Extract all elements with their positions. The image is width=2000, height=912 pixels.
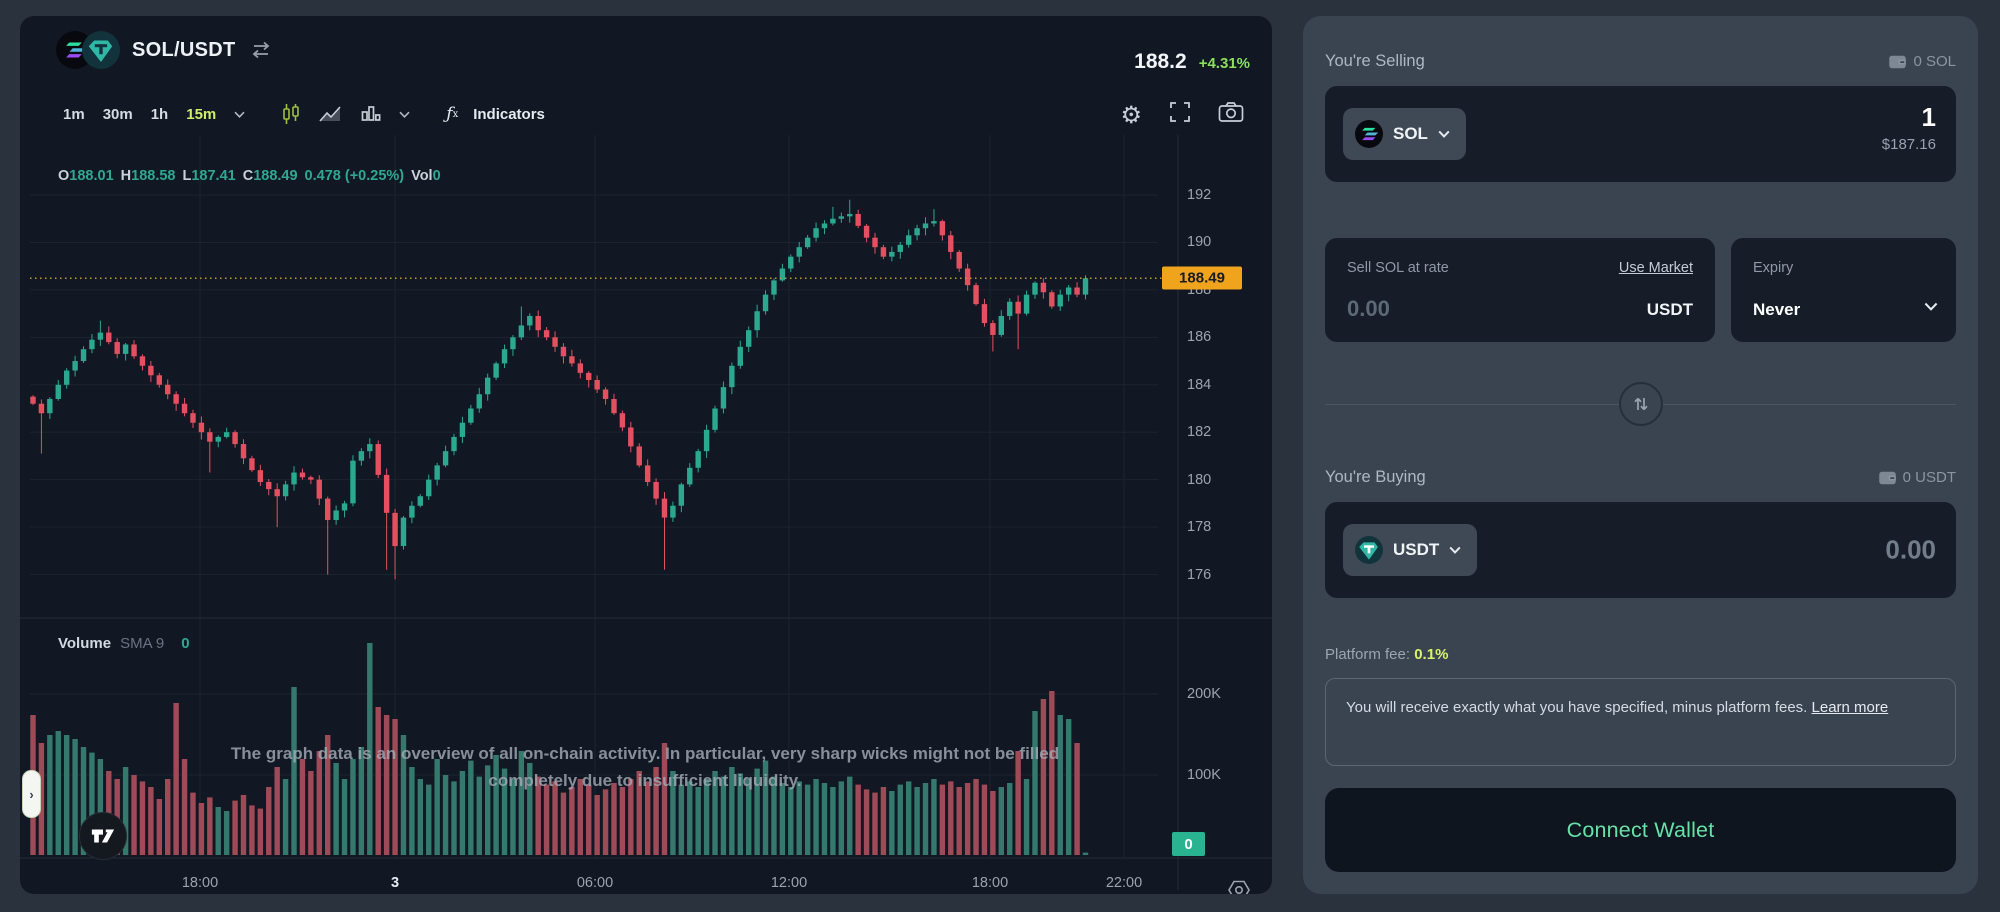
platform-fee: Platform fee: 0.1% [1325, 646, 1449, 663]
sell-amount-usd: $187.16 [1881, 136, 1936, 153]
sell-token-selector[interactable]: SOL [1343, 108, 1466, 160]
area-chart-type-icon[interactable] [312, 104, 350, 124]
price-block: 188.2 +4.31% [1134, 50, 1250, 74]
expand-toolbar-handle[interactable]: › [22, 770, 41, 818]
timeframe-chevron-down-icon[interactable] [227, 111, 252, 118]
volume-legend: Volume SMA 9 0 [58, 635, 190, 652]
expiry-label: Expiry [1753, 260, 1794, 276]
wallet-icon [1889, 55, 1907, 69]
usdt-logo-icon [82, 31, 120, 69]
price-tick-label: 182 [1187, 424, 1212, 441]
chevron-down-icon [1438, 130, 1450, 138]
selling-balance[interactable]: 0 SOL [1889, 53, 1956, 70]
time-tick-label: 18:00 [971, 875, 1009, 891]
chart-card: SOL/USDT 188.2 +4.31% 1m 30m 1h 15m [20, 16, 1272, 894]
price-change: +4.31% [1198, 55, 1250, 72]
rate-unit: USDT [1646, 300, 1693, 319]
candlestick-chart-type-icon[interactable] [274, 103, 308, 125]
price-tick-label: 190 [1187, 234, 1212, 251]
expiry-card[interactable]: Expiry Never [1731, 238, 1956, 342]
usdt-token-icon [1355, 536, 1383, 564]
indicators-button[interactable]: Indicators [473, 105, 545, 123]
sol-token-icon [1355, 120, 1383, 148]
time-tick-label: 18:00 [181, 875, 219, 891]
buy-amount-input[interactable]: 0.00 [1885, 534, 1936, 565]
last-volume-tag: 0 [1172, 832, 1205, 856]
last-price-tag: 188.49 [1162, 266, 1242, 290]
rate-input[interactable]: 0.00 [1347, 296, 1390, 321]
buying-card: USDT 0.00 [1325, 502, 1956, 598]
candlestick-chart[interactable] [20, 135, 1272, 890]
expiry-chevron-down-icon[interactable] [1924, 298, 1938, 316]
chart-header-actions: ⚙ [1120, 100, 1244, 129]
pair-title: SOL/USDT [132, 38, 236, 61]
timeframe-15m[interactable]: 15m [186, 105, 217, 123]
price-tick-label: 184 [1187, 376, 1212, 393]
timeframe-30m[interactable]: 30m [102, 105, 133, 123]
connect-wallet-button[interactable]: Connect Wallet [1325, 788, 1956, 872]
price-tick-label: 192 [1187, 187, 1212, 203]
buying-balance[interactable]: 0 USDT [1878, 469, 1956, 486]
time-tick-label: 12:00 [770, 875, 808, 891]
tradingview-logo[interactable] [79, 812, 127, 860]
expiry-value: Never [1753, 300, 1801, 319]
swap-vertical-icon [1633, 397, 1648, 411]
rate-card: Sell SOL at rate Use Market 0.00 USDT [1325, 238, 1715, 342]
timeframe-1h[interactable]: 1h [150, 105, 169, 123]
volume-tick-label: 200K [1187, 686, 1221, 702]
use-market-link[interactable]: Use Market [1618, 260, 1693, 276]
swap-pair-icon[interactable] [250, 41, 272, 59]
selling-card: SOL 1 $187.16 [1325, 86, 1956, 182]
volume-tick-label: 100K [1187, 767, 1221, 783]
learn-more-link[interactable]: Learn more [1811, 699, 1889, 716]
limit-order-panel: You're Selling 0 SOL SOL 1 $187.16 Sell … [1303, 16, 1978, 894]
chart-type-chevron-down-icon[interactable] [392, 111, 417, 118]
selling-header: You're Selling 0 SOL [1325, 52, 1956, 71]
time-tick-label: 22:00 [1105, 875, 1143, 891]
buying-label: You're Buying [1325, 468, 1426, 486]
time-tick-label: 06:00 [576, 875, 614, 891]
fullscreen-icon[interactable] [1168, 100, 1192, 129]
buy-token-selector[interactable]: USDT [1343, 524, 1478, 576]
buying-header: You're Buying 0 USDT [1325, 468, 1956, 487]
sell-token-name: SOL [1393, 124, 1428, 143]
price-tick-label: 178 [1187, 519, 1212, 536]
pair-header: SOL/USDT [56, 28, 272, 72]
price-tick-label: 186 [1187, 329, 1212, 346]
last-price: 188.2 [1134, 50, 1187, 73]
chevron-down-icon [1449, 546, 1461, 554]
pair-logos [56, 30, 120, 70]
swap-direction-button[interactable] [1618, 382, 1663, 426]
bar-chart-type-icon[interactable] [354, 105, 388, 123]
ohlc-readout: O188.01 H188.58 L187.41 C188.49 0.478 (+… [58, 168, 441, 184]
timeframe-1m[interactable]: 1m [63, 105, 85, 123]
time-axis-settings-icon[interactable] [1226, 879, 1252, 894]
buy-token-name: USDT [1393, 540, 1440, 559]
camera-snapshot-icon[interactable] [1218, 101, 1244, 128]
price-tick-label: 176 [1187, 566, 1212, 583]
rate-label: Sell SOL at rate [1347, 260, 1449, 276]
wallet-icon [1878, 471, 1896, 485]
selling-label: You're Selling [1325, 52, 1425, 70]
sell-amount-input[interactable]: 1 [1921, 102, 1936, 132]
price-tick-label: 180 [1187, 471, 1212, 488]
time-tick-label: 3 [390, 875, 400, 891]
settings-gear-icon[interactable]: ⚙ [1120, 100, 1142, 129]
disclaimer-box: You will receive exactly what you have s… [1325, 678, 1956, 766]
